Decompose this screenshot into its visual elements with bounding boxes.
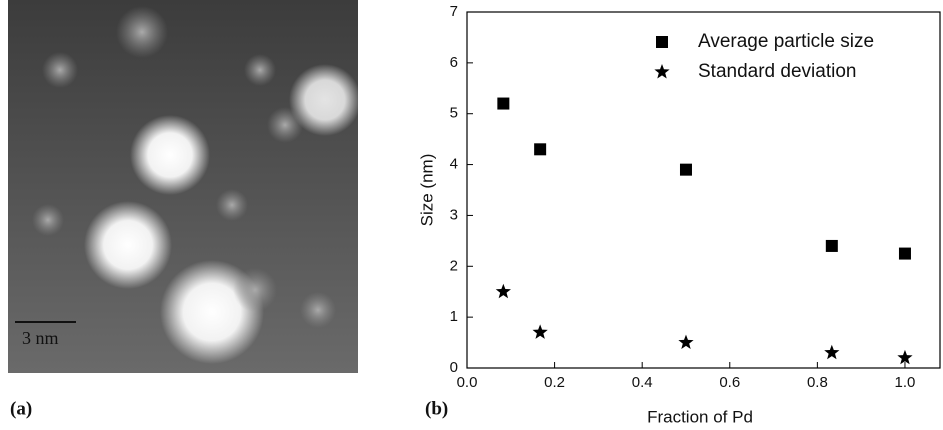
y-tick-label: 3 [450,206,458,223]
y-axis-label: Size (nm) [417,154,436,227]
data-point [898,247,911,260]
data-point [824,344,840,360]
y-tick-label: 5 [450,105,458,122]
legend-label: Standard deviation [698,61,856,82]
x-tick-label: 0.6 [719,374,740,391]
x-tick-label: 0.2 [544,374,565,391]
y-tick-label: 7 [450,3,458,20]
legend-marker [654,64,670,79]
y-tick-label: 2 [450,257,458,274]
x-tick-label: 0.8 [807,374,828,391]
data-point [532,324,548,339]
legend-label: Average particle size [698,31,874,52]
plot-frame [466,11,941,369]
data-point [534,143,547,156]
x-tick-label: 0.0 [457,374,478,391]
data-point [497,97,510,110]
y-tick-label: 4 [450,156,458,173]
data-point [495,283,511,299]
panel-label: (b) [425,398,448,419]
x-tick-label: 0.4 [632,374,653,391]
micrograph: 3 nm [8,0,361,373]
y-tick-label: 0 [450,359,458,376]
y-tick-label: 1 [450,308,458,325]
y-tick-label: 6 [450,54,458,71]
legend-marker [656,36,668,48]
scale-bar-label: 3 nm [22,328,59,348]
x-axis-label: Fraction of Pd [647,407,753,426]
panel-label: (a) [10,398,32,419]
x-tick-label: 1.0 [895,374,916,391]
data-point [825,239,838,252]
data-point [679,163,692,176]
data-point [897,349,913,365]
data-point [678,334,694,350]
